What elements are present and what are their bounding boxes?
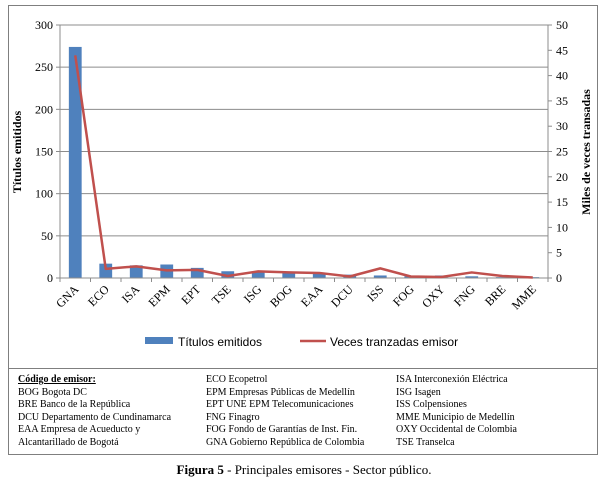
code-entry: FNG Finagro	[206, 411, 260, 423]
code-entry: EPT UNE EPM Telecomunicaciones	[206, 399, 354, 411]
y-tick-label: 150	[35, 145, 53, 159]
y2-tick-label: 0	[556, 271, 562, 285]
x-tick-label: EAA	[298, 282, 326, 310]
caption-label: Figura 5	[176, 462, 224, 477]
y2-tick-label: 35	[556, 94, 568, 108]
x-tick-label: FNG	[451, 282, 478, 309]
code-entry: FOG Fondo de Garantías de Inst. Fin.	[206, 424, 358, 436]
y2-tick-label: 20	[556, 170, 568, 184]
code-entry: MME Municipio de Medellín	[396, 411, 515, 423]
bar	[282, 272, 296, 278]
x-tick-label: EPM	[146, 282, 174, 310]
x-tick-label: EPT	[178, 282, 203, 307]
issuer-code-legend: Código de emisor: BOG Bogota DC BRE Banc…	[8, 368, 598, 455]
y-axis-label: Títulos emitidos	[10, 111, 24, 194]
x-tick-label: GNA	[53, 282, 82, 311]
code-entry: ISS Colpensiones	[396, 399, 467, 411]
code-entry: GNA Gobierno República de Colombia	[206, 436, 365, 448]
y2-tick-label: 45	[556, 43, 568, 57]
x-tick-label: BOG	[267, 282, 295, 310]
y2-tick-label: 25	[556, 145, 568, 159]
x-tick-label: ISG	[241, 282, 265, 306]
y-tick-label: 0	[47, 271, 53, 285]
bar	[68, 46, 82, 278]
bars	[68, 46, 540, 278]
figure-frame	[8, 5, 598, 455]
line-veces-tranzadas	[74, 55, 533, 279]
x-tick-label: ISA	[119, 282, 143, 306]
bar	[373, 275, 387, 278]
bar	[312, 273, 326, 278]
code-column-3: ISA Interconexión Eléctrica ISG Isagen I…	[396, 374, 517, 450]
bar	[221, 271, 235, 278]
figure-caption: Figura 5 - Principales emisores - Sector…	[0, 462, 608, 478]
combo-chart: 0 50 100 150 200 250 300 0 5 10 15 20 25 30 35 40 45 50 GN…	[10, 18, 593, 349]
code-entry: EPM Empresas Públicas de Medellín	[206, 386, 355, 398]
code-entry: ECO Ecopetrol	[206, 374, 268, 385]
y-tick-label: 100	[35, 187, 53, 201]
x-tick-label: DCU	[328, 282, 356, 310]
x-tick-label: FOG	[390, 282, 417, 309]
y2-axis-label: Miles de veces transadas	[579, 89, 593, 215]
caption-text: - Principales emisores - Sector público.	[223, 462, 432, 477]
series-legend: Títulos emitidos Veces tranzadas emisor	[145, 335, 458, 349]
y2-tick-label: 50	[556, 18, 568, 32]
code-entry: EAA Empresa de Acueducto y	[18, 424, 141, 436]
code-entry: ISA Interconexión Eléctrica	[396, 374, 508, 385]
code-entry: DCU Departamento de Cundinamarca	[18, 411, 172, 423]
code-entry: BOG Bogota DC	[18, 386, 87, 398]
code-column-2: ECO Ecopetrol EPM Empresas Públicas de M…	[206, 374, 364, 450]
y2-tick-label: 15	[556, 195, 568, 209]
code-heading: Código de emisor:	[18, 374, 96, 385]
code-entry: OXY Occidental de Colombia	[396, 424, 517, 436]
bar	[251, 272, 265, 278]
y2-tick-label: 40	[556, 69, 568, 83]
code-entry: TSE Transelca	[396, 436, 455, 448]
code-entry: BRE Banco de la República	[18, 399, 131, 411]
x-tick-label: TSE	[209, 282, 234, 307]
x-tick-label: BRE	[482, 282, 508, 308]
x-tick-label: MME	[509, 282, 539, 312]
line-series	[74, 55, 533, 279]
legend-label-bar: Títulos emitidos	[178, 335, 262, 349]
y-tick-label: 300	[35, 18, 53, 32]
code-column-1: Código de emisor: BOG Bogota DC BRE Banc…	[18, 374, 171, 450]
x-tick-label: ECO	[85, 282, 112, 309]
y2-tick-label: 5	[556, 246, 562, 260]
legend-swatch-bar	[145, 337, 173, 344]
y2-tick-label: 10	[556, 220, 568, 234]
y-tick-label: 200	[35, 102, 53, 116]
grid	[60, 24, 548, 237]
bar	[99, 263, 113, 278]
code-entry: Alcantarillado de Bogotá	[18, 436, 119, 448]
y-tick-label: 50	[41, 229, 53, 243]
x-tick-label: ISS	[364, 282, 386, 304]
code-entry: ISG Isagen	[396, 386, 441, 398]
y2-tick-label: 30	[556, 119, 568, 133]
legend-label-line: Veces tranzadas emisor	[330, 335, 458, 349]
axes	[56, 24, 552, 282]
x-tick-label: OXY	[419, 282, 448, 311]
bar	[190, 267, 204, 278]
bar	[465, 276, 479, 278]
y-tick-label: 250	[35, 60, 53, 74]
bar	[129, 265, 143, 278]
